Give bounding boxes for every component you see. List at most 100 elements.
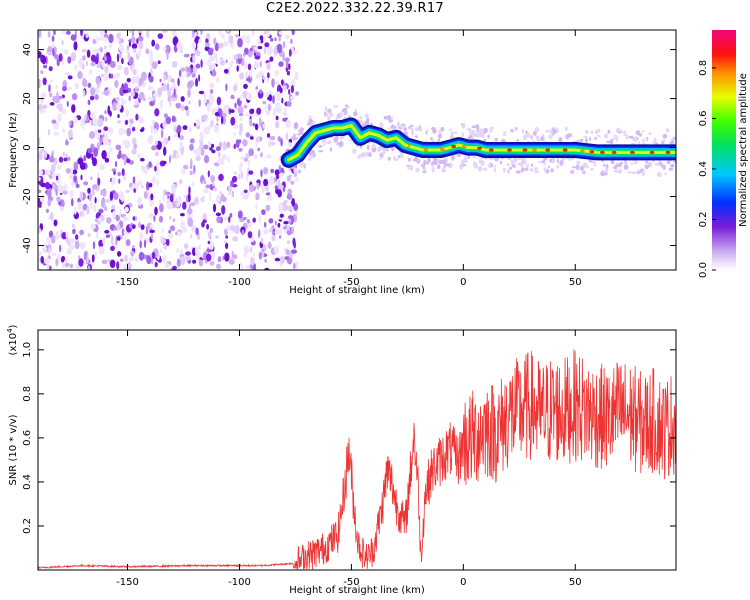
halo-speck <box>408 126 411 130</box>
noise-blob <box>267 241 272 249</box>
noise-blob <box>266 133 271 138</box>
noise-blob <box>69 263 74 269</box>
noise-blob <box>89 200 93 210</box>
noise-blob <box>213 124 220 133</box>
noise-blob <box>81 123 84 131</box>
noise-blob <box>71 198 74 207</box>
colorbar-gradient <box>712 30 736 270</box>
noise-blob <box>40 182 47 188</box>
noise-blob <box>198 244 202 250</box>
noise-blob <box>260 152 263 158</box>
halo-speck <box>318 150 324 153</box>
noise-blob <box>274 92 276 98</box>
halo-speck <box>445 163 451 167</box>
noise-blob <box>283 221 289 225</box>
noise-blob <box>295 91 299 96</box>
halo-speck <box>584 129 589 134</box>
halo-speck <box>338 112 343 118</box>
noise-blob <box>105 199 111 203</box>
noise-blob <box>264 258 267 263</box>
noise-blob <box>195 63 201 69</box>
halo-speck <box>646 136 649 140</box>
noise-blob <box>98 239 104 248</box>
noise-blob <box>108 33 114 44</box>
noise-blob <box>91 188 95 197</box>
halo-speck <box>318 145 323 148</box>
noise-blob <box>209 82 215 89</box>
halo-speck <box>582 162 588 168</box>
noise-blob <box>230 116 236 126</box>
hotspot <box>507 148 512 152</box>
noise-blob <box>178 179 183 185</box>
noise-blob <box>101 59 105 69</box>
noise-blob <box>229 61 233 69</box>
noise-blob <box>276 103 281 113</box>
noise-blob <box>94 94 99 100</box>
y-tick-label: 1.0 <box>22 342 33 358</box>
colorbar-tick-label: 0.4 <box>698 161 709 177</box>
noise-blob <box>115 214 120 222</box>
noise-blob <box>71 223 75 228</box>
noise-blob <box>295 211 299 216</box>
snr-frame <box>37 329 677 571</box>
halo-speck <box>378 157 383 160</box>
noise-blob <box>109 259 116 269</box>
noise-blob <box>232 84 238 92</box>
noise-blob <box>113 192 119 200</box>
halo-speck <box>502 167 506 173</box>
halo-speck <box>590 167 594 171</box>
noise-blob <box>185 255 191 261</box>
noise-blob <box>256 179 261 184</box>
noise-blob <box>184 105 189 111</box>
noise-blob <box>245 34 251 44</box>
noise-blob <box>38 251 42 256</box>
noise-blob <box>109 191 114 201</box>
noise-blob <box>169 215 172 220</box>
noise-blob <box>104 229 110 234</box>
noise-blob <box>291 197 296 207</box>
noise-blob <box>237 210 243 219</box>
halo-speck <box>534 126 540 133</box>
noise-blob <box>168 230 171 234</box>
noise-blob <box>62 80 68 89</box>
halo-speck <box>552 129 557 134</box>
noise-blob <box>74 240 80 250</box>
noise-blob <box>255 89 259 94</box>
noise-blob <box>69 245 76 250</box>
noise-blob <box>88 192 92 202</box>
hotspot <box>589 150 595 154</box>
noise-blob <box>105 52 111 58</box>
noise-blob <box>89 131 95 139</box>
halo-speck <box>366 144 370 151</box>
halo-speck <box>526 163 529 168</box>
noise-blob <box>151 251 156 260</box>
noise-blob <box>111 176 117 184</box>
noise-blob <box>48 246 51 256</box>
noise-blob <box>161 30 168 33</box>
halo-speck <box>327 108 332 113</box>
halo-speck <box>393 155 396 161</box>
noise-blob <box>147 136 153 144</box>
noise-blob <box>233 143 236 150</box>
halo-speck <box>493 167 496 173</box>
hotspot <box>439 148 445 152</box>
noise-blob <box>38 176 41 182</box>
noise-blob <box>135 74 140 84</box>
noise-blob <box>58 53 63 62</box>
noise-blob <box>143 239 147 248</box>
noise-blob <box>83 251 88 260</box>
noise-blob <box>175 152 180 159</box>
noise-blob <box>288 63 291 71</box>
noise-blob <box>215 235 219 239</box>
noise-blob <box>189 143 194 151</box>
halo-speck <box>423 159 427 166</box>
noise-blob <box>103 89 110 96</box>
halo-speck <box>515 126 518 131</box>
noise-blob <box>171 84 174 92</box>
noise-blob <box>195 227 199 236</box>
noise-blob <box>241 229 245 236</box>
noise-blob <box>294 177 299 182</box>
noise-blob <box>201 148 205 156</box>
noise-blob <box>160 99 164 110</box>
noise-blob <box>264 42 270 48</box>
